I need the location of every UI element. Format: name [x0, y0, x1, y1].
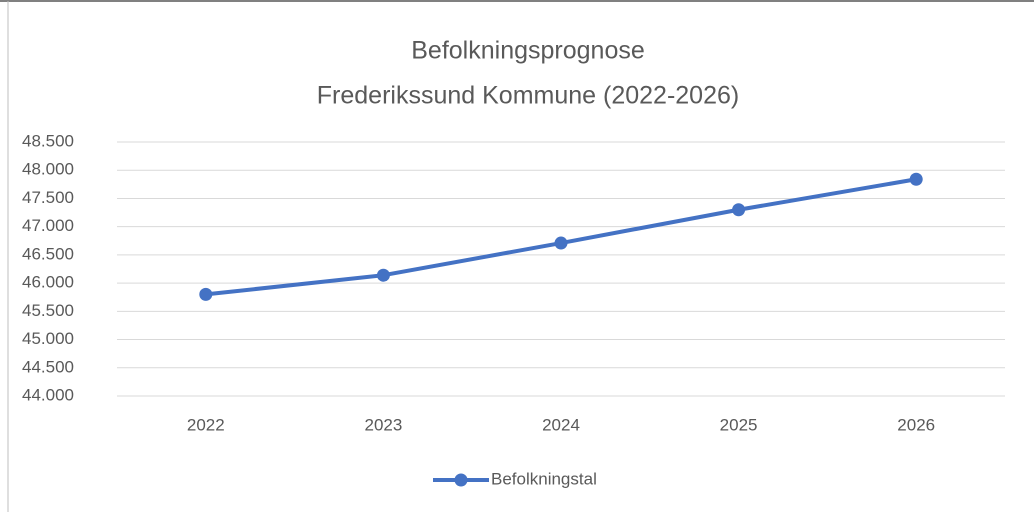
x-tick-label: 2026	[897, 415, 935, 434]
x-tick-label: 2023	[364, 415, 402, 434]
chart-title: Befolkningsprognose	[411, 37, 645, 65]
y-tick-label: 45.000	[22, 329, 74, 348]
x-tick-label: 2022	[187, 415, 225, 434]
y-tick-label: 45.500	[22, 301, 74, 320]
chart-title: Frederikssund Kommune (2022-2026)	[317, 82, 739, 110]
legend-marker	[454, 473, 468, 487]
y-tick-label: 46.500	[22, 244, 74, 263]
x-tick-label: 2024	[542, 415, 580, 434]
data-point	[376, 268, 390, 282]
data-point	[909, 172, 923, 186]
y-tick-label: 44.500	[22, 357, 74, 376]
data-point	[554, 236, 568, 250]
data-point	[732, 203, 746, 217]
y-tick-label: 48.000	[22, 160, 74, 179]
legend-label: Befolkningstal	[491, 469, 597, 488]
y-tick-label: 48.500	[22, 131, 74, 150]
x-tick-label: 2025	[720, 415, 758, 434]
y-tick-label: 44.000	[22, 385, 74, 404]
y-tick-label: 47.500	[22, 188, 74, 207]
y-tick-label: 46.000	[22, 273, 74, 292]
data-point	[199, 287, 213, 301]
y-tick-label: 47.000	[22, 216, 74, 235]
